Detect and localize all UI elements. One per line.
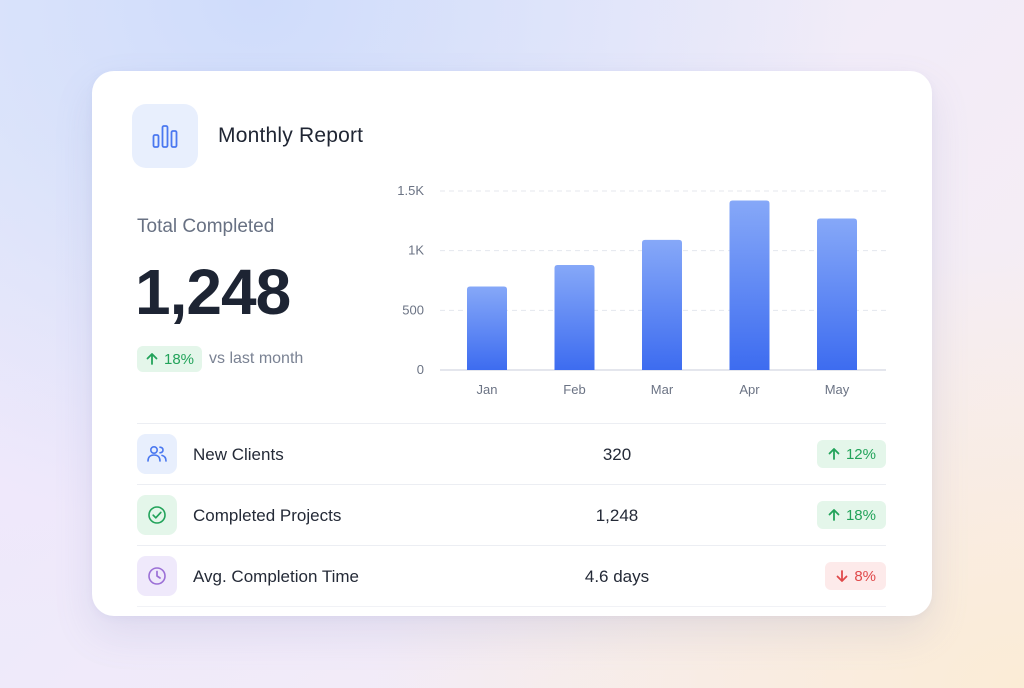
metric-icon-tile <box>137 556 177 596</box>
x-tick-label: Mar <box>651 382 674 397</box>
metric-value: 4.6 days <box>584 567 650 586</box>
metric-change-value: 12% <box>845 445 876 463</box>
metric-change-badge: 18% <box>816 501 886 529</box>
report-logo <box>132 104 198 168</box>
bar-may[interactable] <box>817 218 857 370</box>
arrow-up-icon <box>828 448 840 460</box>
bar-apr[interactable] <box>729 200 770 370</box>
metric-icon-tile <box>137 495 177 535</box>
x-tick-label: Jan <box>477 382 498 397</box>
metric-label: New Clients <box>193 445 284 464</box>
metric-value: 320 <box>602 445 632 464</box>
y-tick-label: 1.5K <box>397 183 424 198</box>
metric-label: Completed Projects <box>193 506 342 525</box>
trend-caption: vs last month <box>209 350 304 367</box>
metrics-list: New Clients 320 12% Completed Projects 1… <box>137 423 886 607</box>
y-tick-label: 1K <box>408 243 424 258</box>
total-trend: 18% vs last month <box>137 346 303 372</box>
check-circle-icon <box>148 506 166 524</box>
metric-label: Avg. Completion Time <box>193 567 359 586</box>
arrow-up-icon <box>828 509 840 521</box>
monthly-bar-chart: 0 500 1K 1.5K Jan Feb Mar Apr May <box>392 179 892 414</box>
page-title: Monthly Report <box>218 124 364 147</box>
metric-icon-tile <box>137 434 177 474</box>
bar-chart-icon <box>152 125 178 148</box>
arrow-up-icon <box>146 353 158 365</box>
y-tick-label: 0 <box>417 362 424 377</box>
metric-change-value: 8% <box>854 567 876 585</box>
bar-mar[interactable] <box>642 239 682 370</box>
report-card: Monthly Report Total Completed 1,248 18%… <box>92 71 932 616</box>
bar-chart: 0 500 1K 1.5K Jan Feb Mar Apr May <box>397 183 886 397</box>
clock-icon <box>148 567 166 585</box>
metric-row-avg-completion-time[interactable]: Avg. Completion Time 4.6 days 8% <box>137 545 886 607</box>
x-tick-label: Feb <box>563 382 585 397</box>
arrow-down-icon <box>836 570 848 582</box>
users-icon <box>147 445 167 462</box>
bar-feb[interactable] <box>554 264 595 370</box>
metric-row-new-clients[interactable]: New Clients 320 12% <box>137 423 886 484</box>
metric-change-badge: 8% <box>825 562 886 590</box>
total-completed-value: 1,248 <box>135 256 291 328</box>
metric-change-value: 18% <box>845 506 876 524</box>
metric-change-badge: 12% <box>816 440 886 468</box>
metric-value: 1,248 <box>595 506 639 525</box>
total-completed-label: Total Completed <box>137 216 275 237</box>
x-tick-label: May <box>825 382 850 397</box>
y-tick-label: 500 <box>402 302 424 317</box>
trend-badge: 18% <box>137 346 203 372</box>
bar-jan[interactable] <box>467 286 507 370</box>
x-tick-label: Apr <box>739 382 760 397</box>
trend-value: 18% <box>164 350 195 368</box>
metric-row-completed-projects[interactable]: Completed Projects 1,248 18% <box>137 484 886 545</box>
